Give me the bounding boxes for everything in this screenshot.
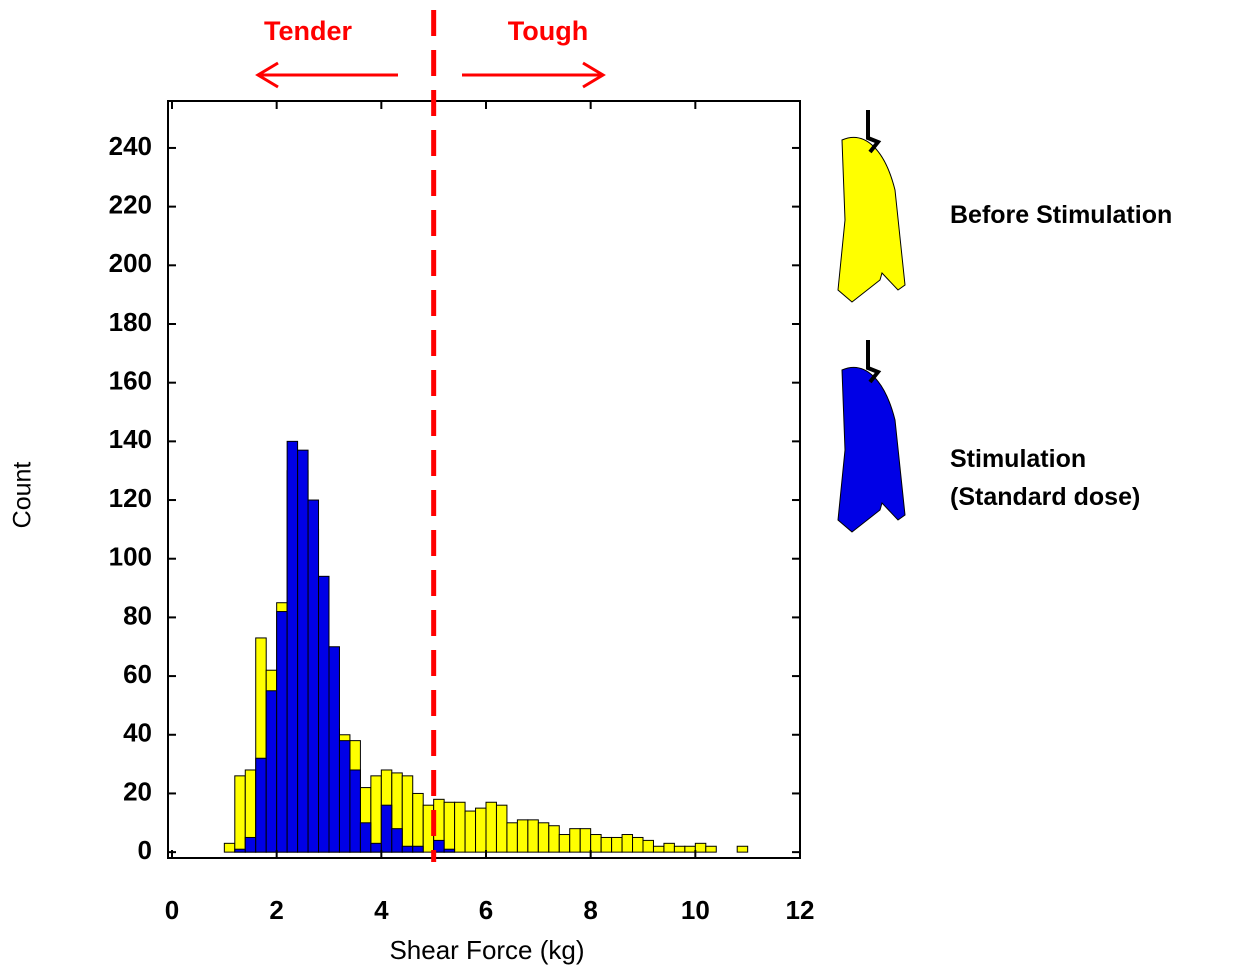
arrow-right xyxy=(462,61,606,89)
bar xyxy=(673,845,686,853)
legend-label: Stimulation (Standard dose) xyxy=(950,445,1141,511)
y-tick-label: 240 xyxy=(109,131,152,161)
legend-hook xyxy=(866,340,882,384)
y-tick-label: 0 xyxy=(138,835,152,865)
bar xyxy=(328,646,340,853)
x-tick-label: 4 xyxy=(374,895,389,925)
bar xyxy=(705,845,717,853)
bar xyxy=(443,801,456,853)
x-tick-label: 10 xyxy=(681,895,710,925)
legend-hook xyxy=(866,110,882,154)
y-tick-label: 20 xyxy=(123,776,152,806)
bar xyxy=(516,819,529,853)
bar xyxy=(286,440,299,853)
legend-icon xyxy=(837,137,906,303)
bar xyxy=(579,828,592,853)
bar xyxy=(485,801,497,853)
bar xyxy=(391,828,403,853)
bar xyxy=(475,807,487,853)
bar xyxy=(600,836,613,853)
x-tick-label: 6 xyxy=(479,895,493,925)
bar xyxy=(663,842,675,853)
bar xyxy=(255,757,267,853)
bar xyxy=(234,775,246,853)
bar xyxy=(569,828,581,853)
bar xyxy=(223,842,236,853)
y-tick-label: 120 xyxy=(109,483,152,513)
bar xyxy=(412,845,424,853)
bar xyxy=(537,822,550,853)
y-tick-label: 40 xyxy=(123,718,152,748)
bar xyxy=(307,499,320,853)
bar xyxy=(590,834,602,853)
bar xyxy=(558,834,571,853)
bar xyxy=(632,836,644,853)
x-tick-label: 8 xyxy=(583,895,597,925)
bar xyxy=(464,810,477,853)
bar xyxy=(495,804,508,853)
bar xyxy=(611,836,623,853)
bar xyxy=(412,792,424,853)
y-tick-label: 220 xyxy=(109,190,152,220)
bar xyxy=(370,775,382,853)
legend-label: Before Stimulation xyxy=(950,201,1173,229)
legend-icon xyxy=(837,367,906,533)
bar xyxy=(380,804,393,853)
y-tick-label: 100 xyxy=(109,542,152,572)
plot-frame xyxy=(167,100,801,859)
bar xyxy=(694,842,707,853)
bar xyxy=(736,845,749,853)
bar xyxy=(506,822,518,853)
bar xyxy=(401,775,414,853)
x-axis-label: Shear Force (kg) xyxy=(389,935,584,965)
bar xyxy=(265,690,278,853)
bar xyxy=(370,842,382,853)
bar xyxy=(318,575,330,853)
bar xyxy=(642,839,654,853)
y-axis-label: Count xyxy=(9,462,37,529)
bar xyxy=(621,834,634,853)
bar xyxy=(527,819,539,853)
x-tick-label: 12 xyxy=(786,895,815,925)
x-tick-label: 0 xyxy=(165,895,179,925)
annotation: Tender xyxy=(264,16,353,46)
arrows xyxy=(255,61,606,89)
bar xyxy=(454,801,466,853)
y-tick-label: 160 xyxy=(109,366,152,396)
arrow-left xyxy=(255,61,398,89)
annotation: Tough xyxy=(508,16,588,46)
bar xyxy=(349,769,361,853)
bar xyxy=(276,611,288,853)
bar xyxy=(359,822,372,853)
bar xyxy=(401,845,414,853)
bar xyxy=(338,740,351,853)
bar xyxy=(652,845,665,853)
y-tick-label: 200 xyxy=(109,248,152,278)
y-tick-label: 180 xyxy=(109,307,152,337)
bar xyxy=(443,848,456,853)
bar xyxy=(433,839,445,853)
bar xyxy=(234,848,246,853)
y-tick-label: 80 xyxy=(123,600,152,630)
bar xyxy=(297,449,309,853)
bar xyxy=(684,845,696,853)
bar xyxy=(244,836,257,853)
bar xyxy=(548,825,560,853)
y-tick-label: 60 xyxy=(123,659,152,689)
y-tick-label: 140 xyxy=(109,424,152,454)
x-tick-label: 2 xyxy=(269,895,283,925)
